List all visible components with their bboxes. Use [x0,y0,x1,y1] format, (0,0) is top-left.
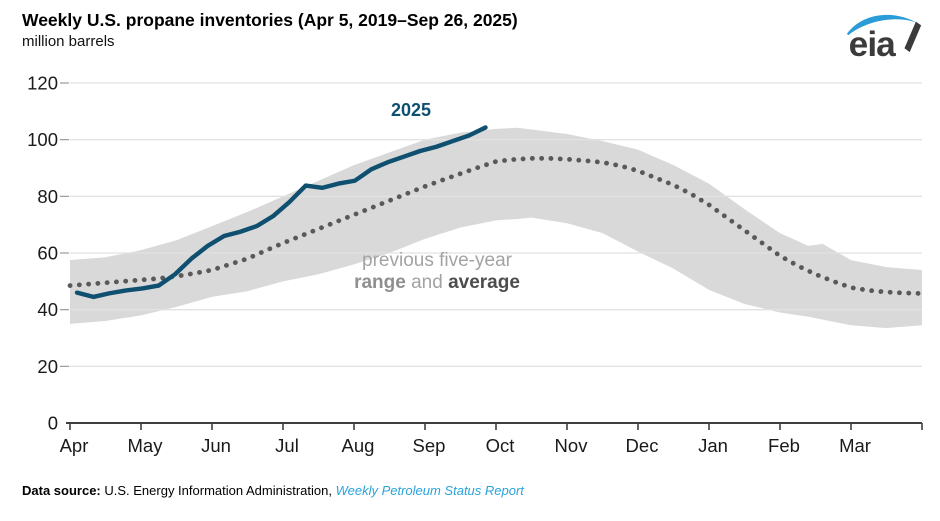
x-tick-label: Jan [698,435,728,456]
annotation-line1: previous five-year [362,250,512,271]
x-tick-label: Aug [342,435,375,456]
x-tick-label: Jul [275,435,299,456]
y-tick-label: 40 [37,299,58,320]
y-tick-label: 0 [48,413,58,434]
annotation-range-word: range [354,272,406,293]
x-axis: Apr May Jun Jul Aug Sep Oct Nov Dec Jan Feb Mar [60,422,923,456]
x-tick-label: Apr [60,435,89,456]
svg-text:eia: eia [849,25,897,62]
five-year-average-line [67,155,925,296]
y-tick-label: 100 [27,129,58,150]
y-tick-label: 60 [37,243,58,264]
data-source-label: Data source: [22,483,101,498]
x-tick-label: Jun [201,435,231,456]
x-tick-label: May [128,435,164,456]
data-source-line: Data source: U.S. Energy Information Adm… [22,483,524,498]
x-tick-label: Feb [768,435,800,456]
annotation-average-word: average [448,272,520,293]
data-source-agency: U.S. Energy Information Administration, [100,483,336,498]
y-tick-label: 80 [37,186,58,207]
x-tick-label: Nov [555,435,589,456]
eia-logo-icon: eia [846,14,922,64]
range-average-annotation: previous five-year range and average [317,250,557,294]
x-tick-label: Mar [839,435,871,456]
chart-units-label: million barrels [22,33,115,50]
annotation-line2: range and average [317,272,557,294]
x-tick-label: Sep [413,435,446,456]
y-tick-label: 120 [27,73,58,94]
x-tick-label: Oct [486,435,515,456]
five-year-range-band [70,127,922,329]
series-2025-line [74,125,488,300]
y-tick-label: 20 [37,356,58,377]
series-2025-label: 2025 [390,100,432,120]
eia-logo: eia [842,6,924,64]
grid-lines [70,82,922,367]
x-tick-label: Dec [626,435,659,456]
chart-title: Weekly U.S. propane inventories (Apr 5, … [22,10,518,30]
y-axis: 0 20 40 60 80 100 120 [27,73,69,434]
weekly-petroleum-status-report-link[interactable]: Weekly Petroleum Status Report [335,483,524,498]
annotation-and-word: and [411,272,443,293]
